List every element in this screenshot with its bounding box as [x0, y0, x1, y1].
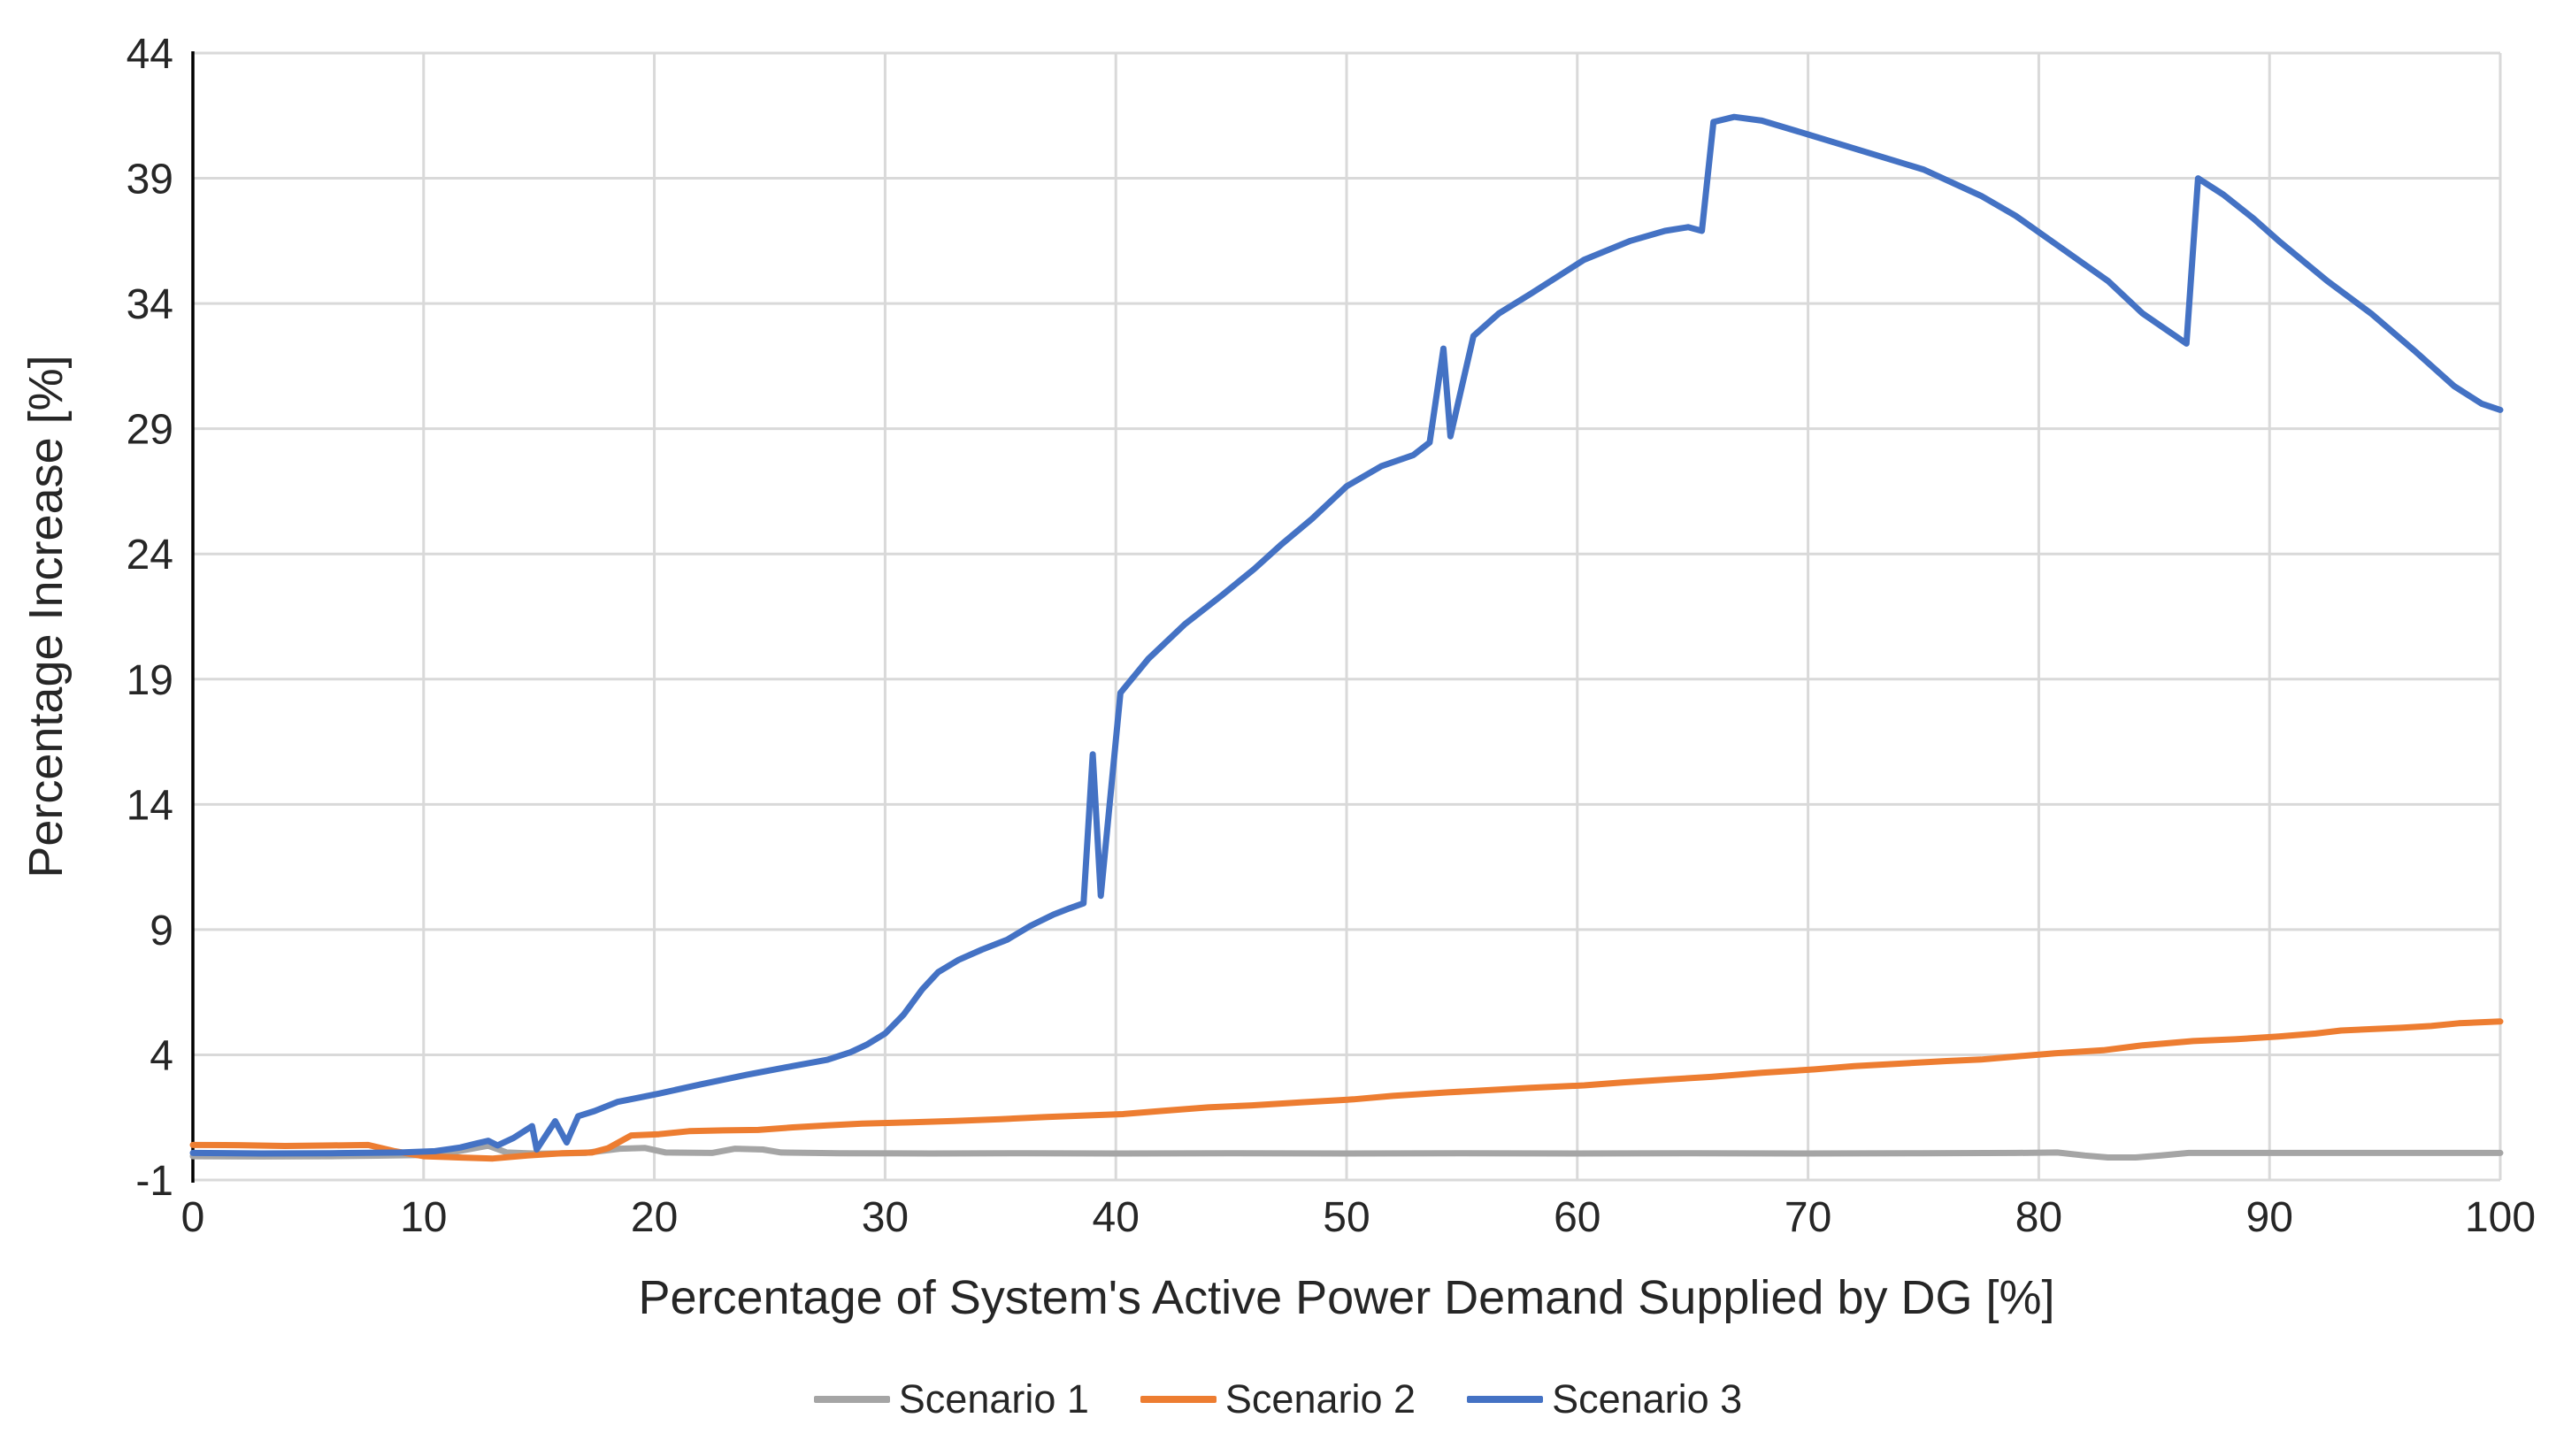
x-tick-label: 80: [2015, 1194, 2062, 1241]
x-tick-label: 40: [1093, 1194, 1140, 1241]
series-scenario-1: [189, 1142, 2504, 1161]
y-tick-label: 4: [150, 1032, 173, 1079]
y-tick-label: 9: [150, 908, 173, 954]
legend-item: Scenario 3: [1467, 1376, 1742, 1422]
legend-dash-icon: [1467, 1396, 1544, 1403]
legend-label: Scenario 2: [1224, 1376, 1416, 1422]
x-tick-label: 0: [181, 1194, 205, 1241]
x-tick-label: 60: [1554, 1194, 1600, 1241]
y-tick-label: 34: [127, 281, 173, 328]
x-tick-label: 20: [631, 1194, 678, 1241]
x-tick-label: 30: [862, 1194, 909, 1241]
x-tick-label: 90: [2246, 1194, 2293, 1241]
series-scenario-3: [189, 113, 2504, 1157]
legend-dash-icon: [1140, 1396, 1217, 1403]
x-tick-label: 70: [1785, 1194, 1831, 1241]
x-axis-title: Percentage of System's Active Power Dema…: [638, 1271, 2055, 1324]
legend-dash-icon: [813, 1396, 890, 1403]
y-tick-label: 44: [127, 31, 173, 78]
y-tick-label: -1: [135, 1158, 173, 1205]
x-tick-label: 100: [2465, 1194, 2536, 1241]
legend-label: Scenario 3: [1552, 1376, 1743, 1422]
y-axis-title: Percentage Increase [%]: [19, 355, 73, 878]
legend-item: Scenario 2: [1140, 1376, 1416, 1422]
y-tick-label: 14: [127, 782, 173, 829]
x-tick-label: 50: [1323, 1194, 1370, 1241]
y-tick-label: 24: [127, 532, 173, 579]
legend-item: Scenario 1: [813, 1376, 1089, 1422]
x-tick-label: 10: [400, 1194, 447, 1241]
y-tick-label: 19: [127, 657, 173, 704]
legend: Scenario 1 Scenario 2 Scenario 3: [0, 1376, 2556, 1422]
y-tick-label: 29: [127, 407, 173, 454]
y-tick-label: 39: [127, 157, 173, 203]
series-scenario-2: [189, 1018, 2504, 1162]
legend-label: Scenario 1: [898, 1376, 1089, 1422]
